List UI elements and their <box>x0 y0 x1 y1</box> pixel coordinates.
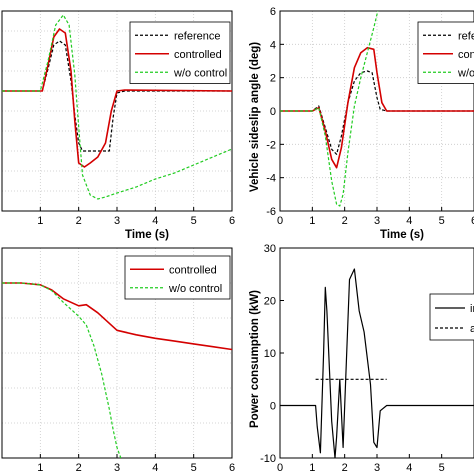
x-tick-label: 5 <box>191 462 197 474</box>
x-tick-label: 6 <box>471 215 474 227</box>
legend-label-1: reference <box>174 30 220 42</box>
x-tick-label: 1 <box>37 215 43 227</box>
series-group <box>2 282 232 458</box>
legend-label-3: w/o control <box>173 67 227 79</box>
x-axis-label: Time (s) <box>125 229 169 241</box>
legend-label-3: w/o control <box>457 67 474 79</box>
legend-box <box>429 293 474 341</box>
x-axis-label: Time (s) <box>380 229 424 241</box>
series-group <box>280 11 474 207</box>
series-group <box>280 268 474 458</box>
legend-label-2: w/o control <box>168 283 222 295</box>
x-tick-label: 2 <box>342 215 348 227</box>
x-tick-label: 0 <box>277 215 283 227</box>
legend: in a <box>429 293 474 341</box>
x-tick-label: 0 <box>277 462 283 474</box>
y-tick-label: 10 <box>264 348 276 360</box>
y-axis-label: Power consumption (kW) <box>249 290 261 428</box>
x-tick-label: 2 <box>76 462 82 474</box>
x-tick-label: 3 <box>114 215 120 227</box>
legend-label-2: controlled <box>458 49 474 61</box>
y-tick-label: -4 <box>266 173 276 185</box>
legend: controlled w/o control <box>124 255 231 300</box>
legend-box <box>124 255 231 300</box>
x-tick-label: 1 <box>37 462 43 474</box>
x-tick-label: 3 <box>374 462 380 474</box>
legend-label-1: controlled <box>169 264 217 276</box>
y-tick-label: 2 <box>270 73 276 85</box>
y-tick-label: 20 <box>264 296 276 308</box>
legend-box <box>129 21 231 84</box>
legend-box <box>417 21 474 84</box>
y-tick-label: -2 <box>266 139 276 151</box>
y-tick-label: 0 <box>270 401 276 413</box>
series-line-3 <box>2 14 232 200</box>
chart-2: 0 1 2 3 4 5 6 -6 -4 -2 0 2 4 6 Time (s) Vehicle sidesli… <box>249 6 474 241</box>
legend: refere controlled w/o control <box>417 21 474 84</box>
y-tick-label: -6 <box>266 206 276 218</box>
x-tick-label: 4 <box>152 215 158 227</box>
x-tick-label: 6 <box>229 215 235 227</box>
y-tick-label: 30 <box>264 243 276 255</box>
series-line-3 <box>280 11 379 207</box>
grid <box>2 248 232 458</box>
series-line-2 <box>2 28 232 168</box>
x-tick-label: 2 <box>342 462 348 474</box>
series-line-1 <box>280 268 474 458</box>
legend-label-1: refere <box>458 30 474 42</box>
x-tick-label: 5 <box>439 215 445 227</box>
x-tick-label: 3 <box>114 462 120 474</box>
series-group <box>2 14 232 200</box>
x-tick-label: 5 <box>191 215 197 227</box>
legend-label-1: in <box>470 303 474 315</box>
x-tick-label: 6 <box>229 462 235 474</box>
x-tick-label: 2 <box>76 215 82 227</box>
series-line-2 <box>2 282 122 458</box>
x-tick-label: 4 <box>406 462 412 474</box>
x-tick-label: 5 <box>439 462 445 474</box>
y-axis-label: Vehicle sideslip angle (deg) <box>249 42 261 192</box>
y-tick-label: -10 <box>260 453 276 465</box>
x-tick-label: 1 <box>309 462 315 474</box>
x-tick-label: 4 <box>406 215 412 227</box>
series-line-1 <box>2 40 232 152</box>
y-tick-label: 6 <box>270 6 276 18</box>
x-tick-label: 3 <box>374 215 380 227</box>
chart-1: 1 2 3 4 5 6 Time (s) reference controlled w/o con… <box>1 10 235 241</box>
x-tick-label: 1 <box>309 215 315 227</box>
y-tick-label: 4 <box>270 39 276 51</box>
x-tick-label: 4 <box>152 462 158 474</box>
legend-label-2: controlled <box>174 49 222 61</box>
legend-label-2: a <box>470 323 474 335</box>
legend: reference controlled w/o control <box>129 21 231 84</box>
y-tick-label: 0 <box>270 106 276 118</box>
